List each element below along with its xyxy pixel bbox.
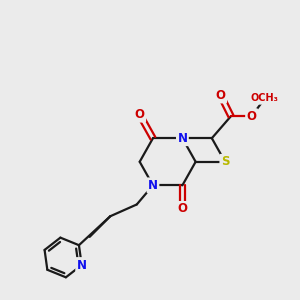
- Text: O: O: [135, 108, 145, 121]
- Text: N: N: [177, 132, 188, 145]
- Text: N: N: [77, 259, 87, 272]
- Text: S: S: [221, 155, 229, 168]
- Text: OCH₃: OCH₃: [251, 94, 279, 103]
- Text: O: O: [177, 202, 188, 215]
- Text: O: O: [216, 89, 226, 102]
- Text: N: N: [148, 179, 158, 192]
- Text: O: O: [247, 110, 256, 123]
